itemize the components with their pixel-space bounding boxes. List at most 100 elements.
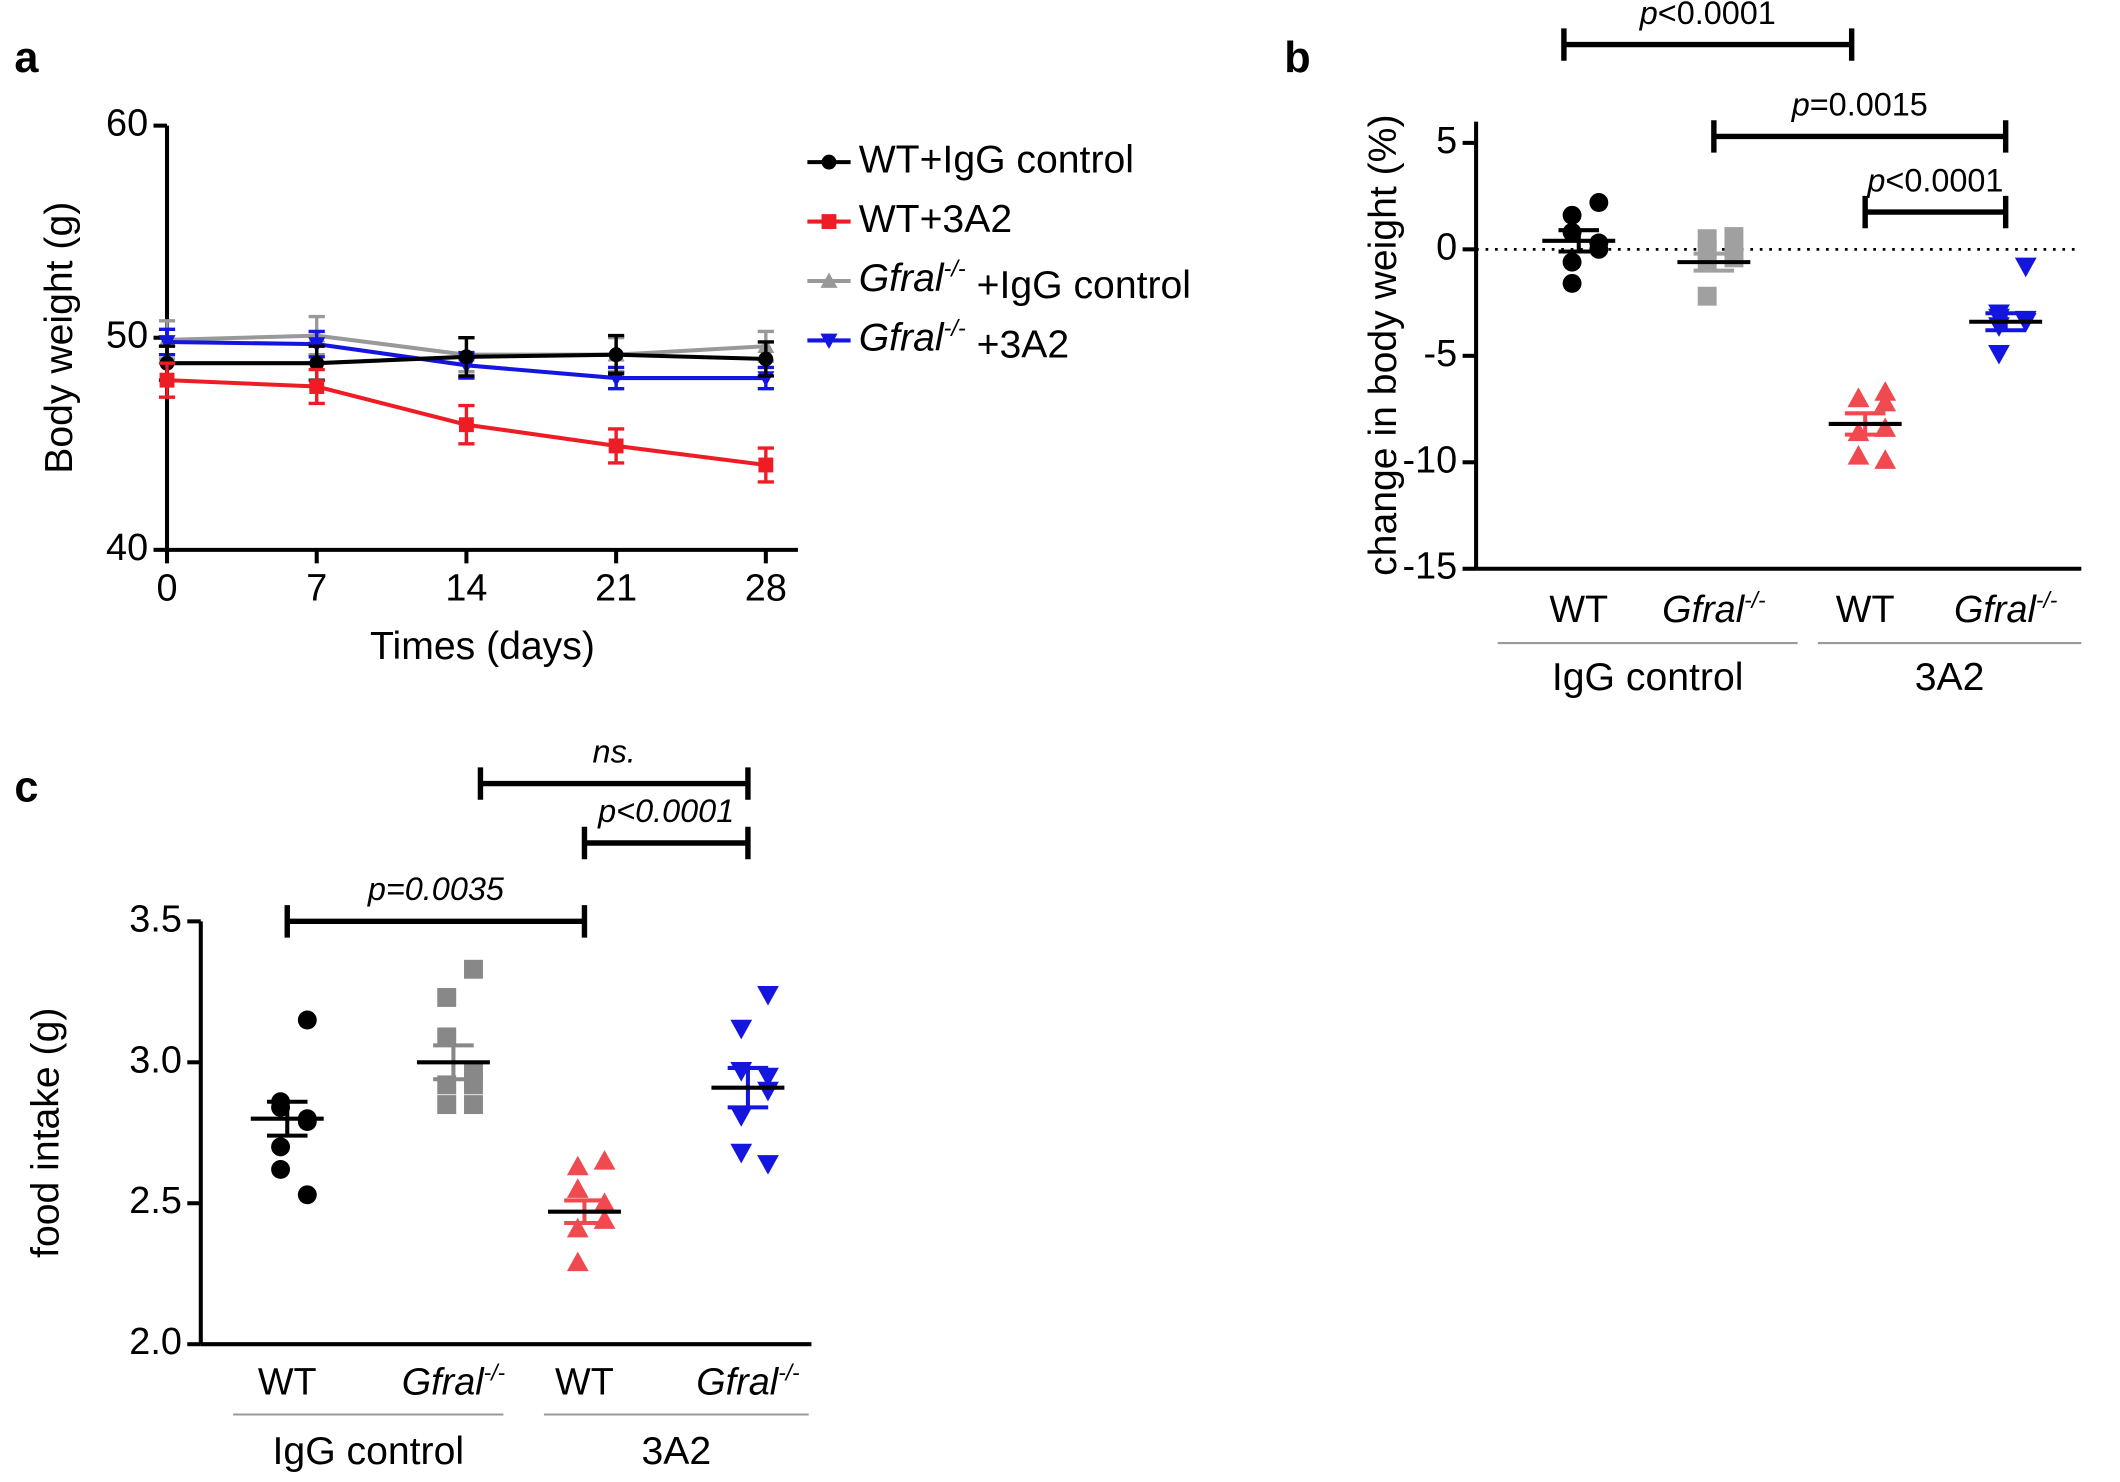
point: [437, 1095, 457, 1115]
panel-letter: a: [14, 34, 39, 82]
point: [464, 1095, 483, 1115]
y-tick-label: 40: [106, 527, 148, 569]
y-tick-label: 2.0: [129, 1321, 182, 1363]
significance-bracket: [477, 767, 751, 800]
x-axis-title: Times (days): [370, 625, 595, 668]
x-tick-label: WT: [1836, 589, 1895, 631]
point: [1847, 387, 1870, 408]
y-tick-label: 50: [106, 315, 148, 357]
point: [1589, 239, 1609, 259]
point: [730, 1019, 753, 1040]
significance-bracket: [284, 905, 588, 938]
y-tick-label: 2.5: [129, 1180, 182, 1222]
y-tick-label: 60: [106, 103, 148, 145]
point: [1589, 193, 1609, 212]
significance-bracket: [1862, 195, 2009, 229]
point: [758, 457, 774, 473]
y-axis-title: Body weight (g): [38, 202, 81, 474]
legend-marker: [821, 214, 837, 229]
y-tick-label: -10: [1403, 439, 1458, 481]
point: [271, 1137, 291, 1157]
x-tick-label: 28: [745, 567, 787, 609]
y-tick-label: 3.5: [129, 898, 182, 940]
significance-label: p<0.0001: [597, 793, 734, 829]
point: [458, 349, 474, 365]
point: [730, 1143, 753, 1164]
group-label: 3A2: [1915, 656, 1985, 699]
significance-label: p=0.0035: [367, 871, 505, 907]
point: [593, 1150, 616, 1170]
point: [757, 985, 779, 1006]
legend-marker: [820, 272, 838, 288]
y-axis-title: change in body weight (%): [1362, 114, 1405, 575]
point: [1697, 286, 1717, 306]
group-label: IgG control: [1552, 656, 1744, 699]
point: [297, 1112, 317, 1131]
legend-label: WT+3A2: [859, 198, 1012, 241]
significance-bracket: [1561, 28, 1855, 61]
point: [159, 372, 175, 388]
point: [297, 1010, 317, 1030]
x-tick-label: 7: [306, 567, 327, 609]
legend-label: Gfral-/- +3A2: [859, 315, 1069, 367]
y-tick-label: 5: [1436, 120, 1457, 162]
point: [757, 1155, 779, 1175]
y-tick-label: 3.0: [129, 1039, 182, 1081]
point: [1874, 391, 1897, 412]
point: [458, 417, 474, 433]
point: [1562, 205, 1582, 225]
x-tick-label: Gfral-/-: [1954, 587, 2058, 631]
point: [566, 1178, 589, 1198]
point: [271, 1159, 291, 1179]
point: [608, 438, 624, 454]
x-tick-label: WT: [555, 1362, 614, 1404]
point: [158, 335, 176, 351]
point: [608, 347, 624, 363]
point: [1562, 252, 1582, 272]
point: [758, 351, 774, 367]
point: [566, 1251, 589, 1272]
point: [566, 1217, 589, 1238]
point: [464, 959, 483, 979]
legend-label: Gfral-/- +IgG control: [859, 256, 1191, 308]
point: [757, 1081, 779, 1102]
legend-marker: [820, 333, 838, 349]
point: [1874, 417, 1897, 437]
significance-label: p<0.0001: [1639, 0, 1776, 30]
significance-label: p<0.0001: [1866, 162, 2003, 198]
point: [2014, 257, 2037, 278]
point: [566, 1155, 589, 1176]
x-tick-label: Gfral-/-: [696, 1360, 800, 1404]
point: [1874, 381, 1897, 401]
point: [309, 355, 325, 371]
panel-letter: b: [1284, 34, 1310, 82]
point: [1988, 344, 2010, 365]
x-tick-label: 14: [445, 567, 487, 609]
y-tick-label: 0: [1436, 226, 1457, 268]
panel-letter: c: [14, 764, 38, 812]
group-label: IgG control: [273, 1430, 465, 1473]
x-tick-label: Gfral-/-: [402, 1360, 506, 1404]
x-tick-label: WT: [258, 1362, 317, 1404]
y-tick-label: -15: [1403, 546, 1458, 588]
point: [297, 1185, 317, 1205]
legend-label: WT+IgG control: [859, 138, 1134, 181]
point: [437, 988, 457, 1007]
point: [309, 379, 325, 394]
y-tick-label: -5: [1424, 333, 1458, 375]
significance-bracket: [581, 826, 751, 860]
point: [1724, 248, 1744, 268]
point: [757, 1067, 779, 1088]
point: [1724, 227, 1744, 247]
point: [1562, 273, 1582, 293]
point: [1874, 449, 1897, 469]
point: [730, 1107, 753, 1127]
legend-marker: [821, 154, 837, 170]
significance-label: p=0.0015: [1791, 86, 1928, 122]
significance-bracket: [1711, 120, 2009, 153]
significance-label: ns.: [593, 733, 636, 769]
x-tick-label: Gfral-/-: [1662, 587, 1766, 631]
x-tick-label: WT: [1549, 589, 1608, 631]
y-axis-title: food intake (g): [24, 1008, 67, 1258]
